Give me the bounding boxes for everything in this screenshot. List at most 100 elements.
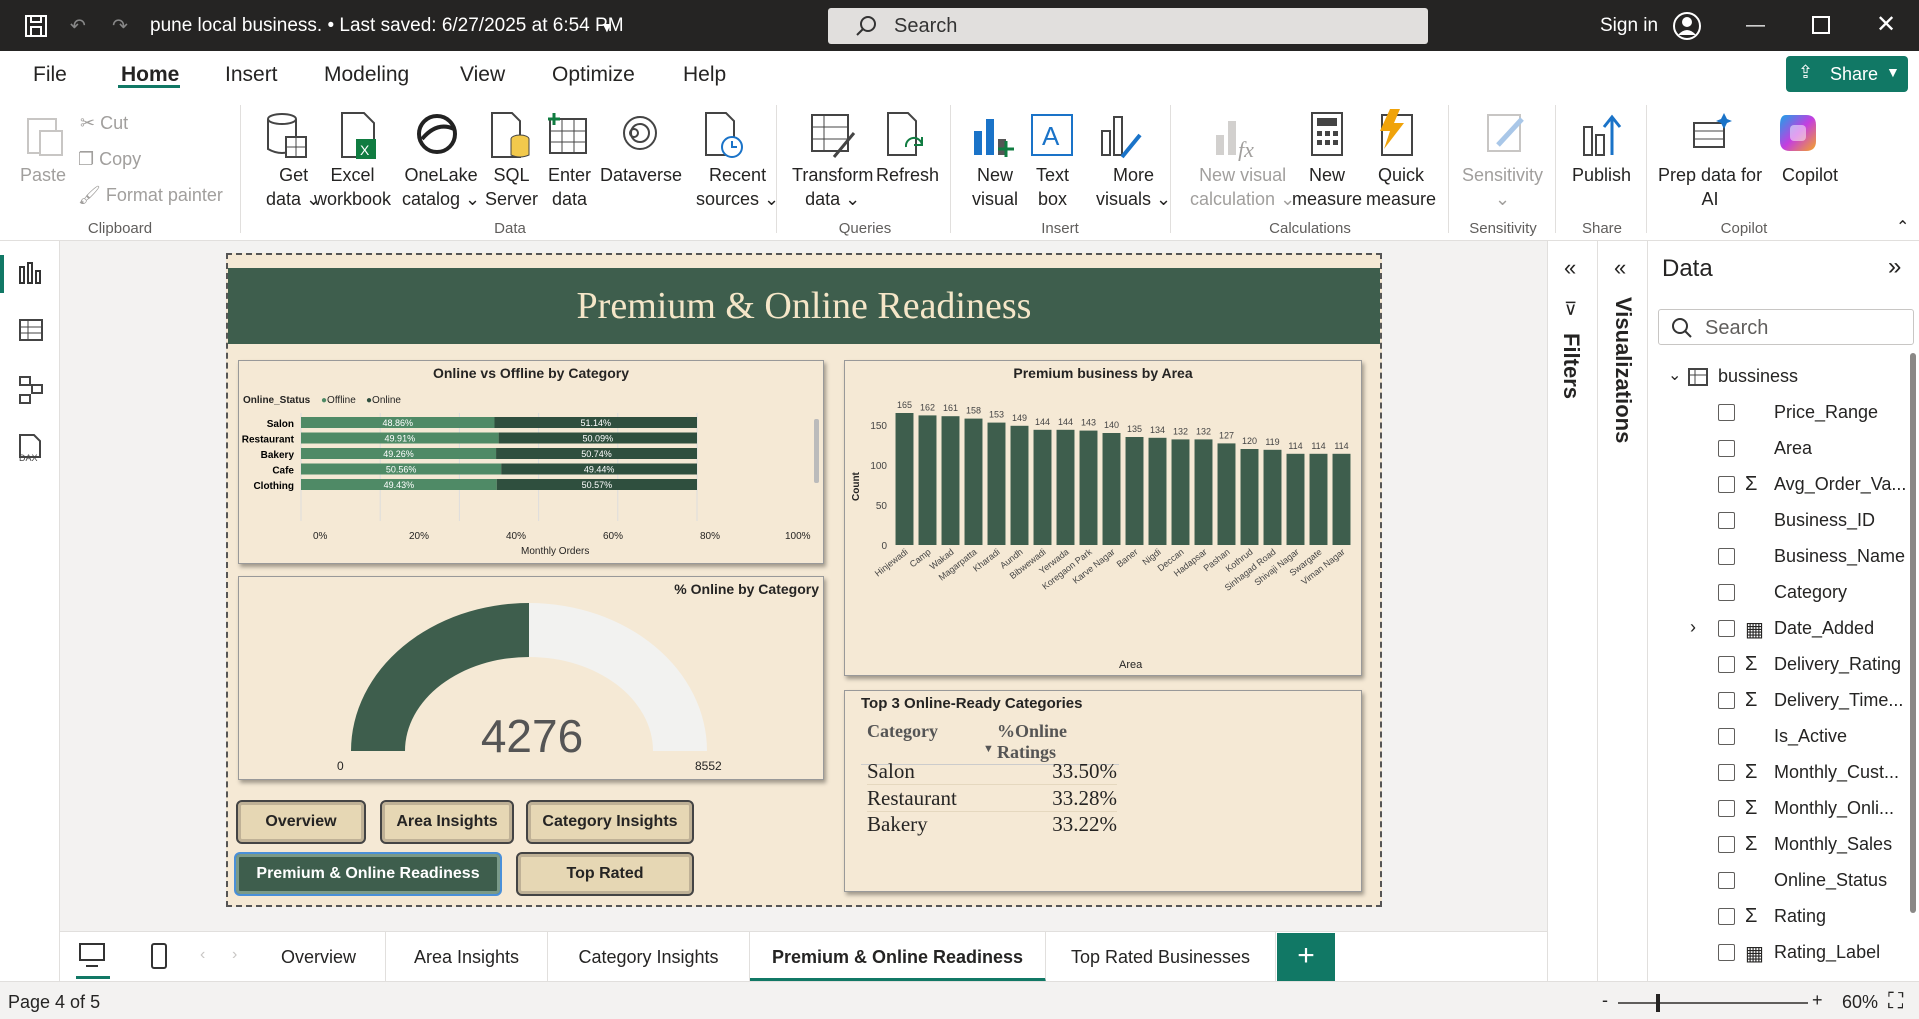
data-pane-scrollbar[interactable] [1910, 353, 1916, 913]
field-checkbox[interactable] [1718, 656, 1735, 673]
field-checkbox[interactable] [1718, 872, 1735, 889]
field-item[interactable]: Business_ID [1648, 503, 1919, 539]
table-node-bussiness[interactable]: ⌄ bussiness [1648, 359, 1919, 395]
nav-premium-online-button[interactable]: Premium & Online Readiness [234, 852, 502, 896]
expand-filters-icon[interactable]: « [1564, 255, 1577, 280]
field-checkbox[interactable] [1718, 548, 1735, 565]
field-checkbox[interactable] [1718, 836, 1735, 853]
field-item[interactable]: Area [1648, 431, 1919, 467]
field-item[interactable]: Σ Monthly_Cust... [1648, 755, 1919, 791]
next-page-icon[interactable]: › [232, 946, 238, 963]
recent-sources-button[interactable]: Recent sources ⌄ [696, 165, 780, 209]
field-checkbox[interactable] [1718, 404, 1735, 421]
field-item[interactable]: Category [1648, 575, 1919, 611]
sort-desc-icon[interactable]: ▼ [983, 743, 994, 755]
enter-data-button[interactable]: Enter data [548, 163, 591, 211]
mobile-layout-icon[interactable] [150, 942, 168, 970]
table-row[interactable]: Salon 33.50% [867, 759, 1117, 785]
zoom-slider[interactable] [1618, 1002, 1808, 1004]
excel-workbook-button[interactable]: Excel workbook [314, 163, 391, 211]
add-page-button[interactable]: + [1277, 933, 1335, 981]
undo-icon[interactable]: ↶ [70, 16, 86, 37]
field-checkbox[interactable] [1718, 944, 1735, 961]
menu-view[interactable]: View [460, 63, 506, 86]
column-header-category[interactable]: Category [867, 721, 938, 741]
zoom-out-button[interactable]: - [1602, 990, 1608, 1010]
gauge-card[interactable]: % Online by Category 4276 0 8552 [238, 576, 824, 780]
document-title[interactable]: pune local business. • Last saved: 6/27/… [150, 15, 624, 36]
field-item[interactable]: Σ Delivery_Time... [1648, 683, 1919, 719]
dax-query-view-icon[interactable]: DAX [16, 433, 46, 463]
get-data-button[interactable]: Get data ⌄ [266, 165, 322, 209]
cut-button[interactable]: ✂ Cut [80, 113, 129, 133]
data-search-input[interactable]: Search [1658, 309, 1914, 345]
copilot-button[interactable]: Copilot [1782, 165, 1839, 185]
tab-overview[interactable]: Overview [252, 932, 386, 982]
sign-in-link[interactable]: Sign in [1600, 15, 1659, 36]
field-checkbox[interactable] [1718, 728, 1735, 745]
visualizations-pane[interactable]: « Visualizations [1597, 241, 1647, 981]
chevron-down-icon[interactable]: ⌄ [1668, 367, 1682, 384]
top3-table-card[interactable]: Top 3 Online-Ready Categories Category %… [844, 690, 1362, 892]
menu-insert[interactable]: Insert [225, 63, 278, 86]
share-button[interactable]: ⇪ Share ▼ [1786, 56, 1908, 92]
copy-button[interactable]: ❐ Copy [78, 149, 142, 169]
field-item[interactable]: Σ Rating [1648, 899, 1919, 935]
premium-by-area-card[interactable]: Premium business by Area 0 50 100 150 165 Hin… [844, 360, 1362, 676]
collapse-data-pane-icon[interactable]: » [1888, 253, 1902, 280]
chevron-right-icon[interactable]: › [1690, 617, 1696, 637]
field-item[interactable]: Σ Delivery_Rating [1648, 647, 1919, 683]
table-row[interactable]: Restaurant 33.28% [867, 786, 1117, 812]
field-checkbox[interactable] [1718, 620, 1735, 637]
field-checkbox[interactable] [1718, 440, 1735, 457]
filters-pane[interactable]: « ⊽ Filters [1547, 241, 1597, 981]
menu-optimize[interactable]: Optimize [552, 63, 635, 86]
dataverse-button[interactable]: Dataverse [600, 165, 683, 185]
model-view-icon[interactable] [18, 375, 44, 405]
new-visual-button[interactable]: New visual [972, 163, 1018, 211]
menu-file[interactable]: File [33, 63, 67, 86]
field-item[interactable]: Is_Active [1648, 719, 1919, 755]
zoom-in-button[interactable]: + [1812, 990, 1823, 1010]
avatar-icon[interactable] [1672, 11, 1702, 41]
field-checkbox[interactable] [1718, 692, 1735, 709]
maximize-icon[interactable] [1812, 16, 1830, 34]
field-item[interactable]: Price_Range [1648, 395, 1919, 431]
field-item[interactable]: Σ Monthly_Sales [1648, 827, 1919, 863]
save-icon[interactable] [24, 14, 48, 38]
tab-category-insights[interactable]: Category Insights [548, 932, 750, 982]
menu-modeling[interactable]: Modeling [324, 63, 410, 86]
field-item[interactable]: ▦ Rating_Label [1648, 935, 1919, 971]
desktop-layout-icon[interactable] [78, 942, 106, 968]
redo-icon[interactable]: ↷ [112, 16, 128, 37]
expand-visualizations-icon[interactable]: « [1614, 255, 1627, 280]
menu-help[interactable]: Help [683, 63, 727, 86]
field-checkbox[interactable] [1718, 584, 1735, 601]
field-checkbox[interactable] [1718, 476, 1735, 493]
fit-to-page-icon[interactable]: ⛶ [1888, 988, 1904, 1013]
nav-area-insights-button[interactable]: Area Insights [380, 800, 514, 844]
prep-data-ai-button[interactable]: Prep data for AI [1658, 163, 1762, 211]
nav-top-rated-button[interactable]: Top Rated [516, 852, 694, 896]
field-item[interactable]: Business_Name [1648, 539, 1919, 575]
collapse-ribbon-icon[interactable]: ⌃ [1896, 219, 1910, 236]
field-item[interactable]: Online_Status [1648, 863, 1919, 899]
field-checkbox[interactable] [1718, 800, 1735, 817]
transform-data-button[interactable]: Transform data ⌄ [792, 165, 874, 209]
field-item[interactable]: › ▦ Date_Added [1648, 611, 1919, 647]
minimize-icon[interactable]: — [1746, 15, 1765, 36]
close-icon[interactable]: ✕ [1876, 11, 1897, 38]
field-item[interactable]: Σ Avg_Order_Va... [1648, 467, 1919, 503]
field-checkbox[interactable] [1718, 512, 1735, 529]
onelake-catalog-button[interactable]: OneLake catalog ⌄ [402, 165, 481, 209]
online-offline-chart-card[interactable]: Online vs Offline by Category Online_Sta… [238, 360, 824, 564]
paste-button[interactable]: Paste [20, 165, 67, 185]
new-measure-button[interactable]: New measure [1292, 163, 1362, 211]
more-visuals-button[interactable]: More visuals ⌄ [1096, 165, 1172, 209]
tab-premium-online[interactable]: Premium & Online Readiness [750, 932, 1046, 982]
text-box-button[interactable]: Text box [1036, 163, 1069, 211]
nav-overview-button[interactable]: Overview [236, 800, 366, 844]
field-item[interactable]: Σ Monthly_Onli... [1648, 791, 1919, 827]
table-row[interactable]: Bakery 33.22% [867, 812, 1117, 838]
nav-category-insights-button[interactable]: Category Insights [526, 800, 694, 844]
